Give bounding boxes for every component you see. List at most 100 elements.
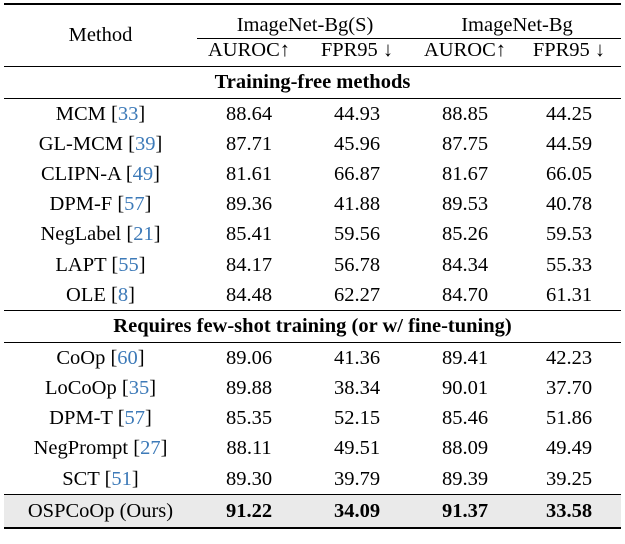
ours-row: OSPCoOp (Ours) 91.22 34.09 91.37 33.58	[4, 494, 622, 530]
value-cell: 66.87	[333, 162, 381, 185]
table-row: DPM-T [57] 85.35 52.15 85.46 51.86	[4, 404, 621, 434]
value-cell: 89.06	[225, 346, 273, 369]
table-row: OLE [8] 84.48 62.27 84.70 61.31	[4, 280, 621, 311]
value-cell: 89.30	[225, 467, 273, 490]
method-name: OLE	[66, 283, 106, 306]
value-cell: 90.01	[441, 377, 489, 400]
value-cell: 87.71	[225, 132, 273, 155]
value-cell: 84.48	[225, 283, 273, 306]
value-cell: 51.86	[545, 407, 593, 430]
value-cell: 88.85	[441, 102, 489, 125]
group-header-imagenet-bg: ImageNet-Bg	[413, 3, 622, 39]
method-cell: NegPrompt [27]	[33, 437, 168, 460]
method-name: CLIPN-A	[40, 162, 121, 185]
ours-value-cell: 34.09	[301, 494, 413, 530]
method-cell: MCM [33]	[55, 102, 146, 125]
metric-header-fpr95-2: FPR95 ↓	[532, 39, 606, 61]
value-cell: 59.53	[545, 223, 593, 246]
citation-link[interactable]: 51	[111, 467, 132, 490]
value-cell: 44.25	[545, 102, 593, 125]
section-title: Training-free methods	[4, 66, 622, 99]
method-cell: LoCoOp [35]	[44, 377, 157, 400]
citation-link[interactable]: 21	[133, 223, 154, 246]
value-cell: 87.75	[441, 132, 489, 155]
value-cell: 37.70	[545, 377, 593, 400]
group-header-imagenet-bg-s: ImageNet-Bg(S)	[197, 3, 413, 39]
method-name: CoOp	[56, 346, 106, 369]
ours-value-cell: 91.37	[413, 494, 517, 530]
section-header-row: Training-free methods	[4, 66, 622, 99]
value-cell: 89.41	[441, 346, 489, 369]
value-cell: 85.35	[225, 407, 273, 430]
value-cell: 84.17	[225, 253, 273, 276]
method-cell: GL-MCM [39]	[38, 132, 163, 155]
method-cell: DPM-F [57]	[49, 193, 152, 216]
value-cell: 39.79	[333, 467, 381, 490]
method-cell: LAPT [55]	[55, 253, 146, 276]
results-table-container: Method ImageNet-Bg(S) ImageNet-Bg AUROC↑…	[4, 3, 622, 530]
section-header-row: Requires few-shot training (or w/ fine-t…	[4, 310, 622, 344]
value-cell: 84.34	[441, 253, 489, 276]
results-body: Training-free methods MCM [33] 88.64 44.93 8…	[4, 66, 622, 530]
citation-link[interactable]: 8	[117, 283, 129, 306]
value-cell: 38.34	[333, 377, 381, 400]
value-cell: 56.78	[333, 253, 381, 276]
value-cell: 59.56	[333, 223, 381, 246]
method-name: DPM-F	[49, 193, 113, 216]
value-cell: 39.25	[545, 467, 593, 490]
table-row: GL-MCM [39] 87.71 45.96 87.75 44.59	[4, 129, 621, 159]
method-cell: OLE [8]	[66, 283, 135, 306]
method-cell: CoOp [60]	[56, 346, 145, 369]
value-cell: 81.61	[225, 162, 273, 185]
value-cell: 45.96	[333, 132, 381, 155]
table-row: DPM-F [57] 89.36 41.88 89.53 40.78	[4, 190, 621, 220]
table-row: NegPrompt [27] 88.11 49.51 88.09 49.49	[4, 434, 621, 464]
value-cell: 89.53	[441, 193, 489, 216]
method-cell: DPM-T [57]	[49, 407, 152, 430]
citation-link[interactable]: 55	[118, 253, 139, 276]
citation-link[interactable]: 57	[124, 193, 145, 216]
table-row: NegLabel [21] 85.41 59.56 85.26 59.53	[4, 220, 621, 250]
method-cell: SCT [51]	[62, 467, 139, 490]
value-cell: 88.11	[226, 437, 272, 460]
value-cell: 61.31	[545, 283, 593, 306]
citation-link[interactable]: 60	[117, 346, 138, 369]
value-cell: 55.33	[545, 253, 593, 276]
value-cell: 44.93	[333, 102, 381, 125]
value-cell: 85.46	[441, 407, 489, 430]
method-name: NegLabel	[40, 223, 122, 246]
value-cell: 89.36	[225, 193, 273, 216]
metric-header-auroc-2: AUROC↑	[423, 39, 506, 61]
citation-link[interactable]: 35	[128, 377, 150, 400]
citation-link[interactable]: 33	[117, 102, 139, 125]
citation-link[interactable]: 39	[134, 132, 156, 155]
metric-header-auroc-1: AUROC↑	[207, 39, 290, 61]
method-name: LoCoOp	[44, 377, 117, 400]
method-name: LAPT	[55, 253, 107, 276]
value-cell: 52.15	[333, 407, 381, 430]
table-row: CoOp [60] 89.06 41.36 89.41 42.23	[4, 343, 621, 374]
value-cell: 49.51	[333, 437, 381, 460]
method-name: GL-MCM	[38, 132, 123, 155]
citation-link[interactable]: 27	[140, 437, 161, 460]
method-name: DPM-T	[49, 407, 113, 430]
value-cell: 42.23	[545, 346, 593, 369]
table-row: CLIPN-A [49] 81.61 66.87 81.67 66.05	[4, 159, 621, 189]
citation-link[interactable]: 57	[124, 407, 146, 430]
method-cell: NegLabel [21]	[40, 223, 161, 246]
table-row: LoCoOp [35] 89.88 38.34 90.01 37.70	[4, 374, 621, 404]
ours-value-cell: 91.22	[197, 494, 301, 530]
section-title: Requires few-shot training (or w/ fine-t…	[4, 310, 622, 344]
ours-method-name: OSPCoOp (Ours)	[4, 494, 197, 530]
results-table: Method ImageNet-Bg(S) ImageNet-Bg AUROC↑…	[4, 3, 622, 530]
value-cell: 49.49	[545, 437, 593, 460]
value-cell: 85.41	[225, 223, 273, 246]
value-cell: 41.36	[333, 346, 381, 369]
method-name: MCM	[55, 102, 106, 125]
value-cell: 84.70	[441, 283, 489, 306]
value-cell: 88.64	[225, 102, 273, 125]
method-name: NegPrompt	[33, 437, 129, 460]
citation-link[interactable]: 49	[132, 162, 154, 185]
value-cell: 85.26	[441, 223, 489, 246]
value-cell: 88.09	[441, 437, 489, 460]
